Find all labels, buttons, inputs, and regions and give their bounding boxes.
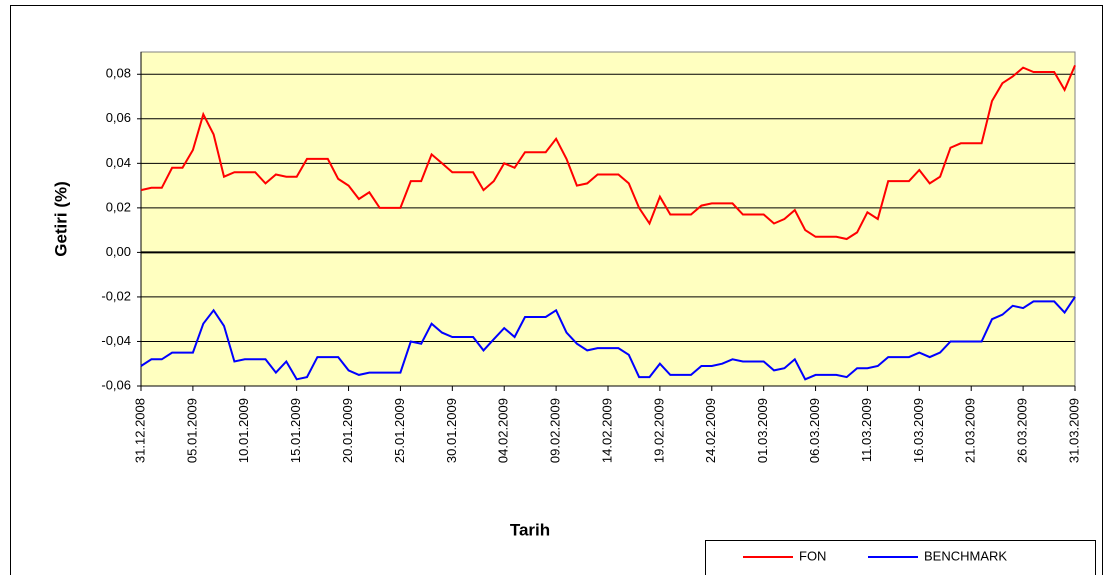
x-tick-label: 30.01.2009 bbox=[444, 398, 459, 463]
x-tick-label: 26.03.2009 bbox=[1015, 398, 1030, 463]
y-tick-label: -0,06 bbox=[101, 377, 131, 392]
x-tick-label: 25.01.2009 bbox=[392, 398, 407, 463]
legend-label: FON bbox=[799, 548, 826, 563]
x-tick-label: 09.02.2009 bbox=[548, 398, 563, 463]
y-tick-label: 0,00 bbox=[106, 244, 131, 259]
x-tick-label: 14.02.2009 bbox=[599, 398, 614, 463]
series-line bbox=[140, 296, 1076, 381]
x-tick-label: 20.01.2009 bbox=[340, 398, 355, 463]
x-tick-label: 11.03.2009 bbox=[859, 398, 874, 462]
x-tick-label: 31.03.2009 bbox=[1066, 398, 1081, 463]
y-tick-label: 0,06 bbox=[106, 110, 131, 125]
x-tick-label: 19.02.2009 bbox=[651, 398, 666, 463]
y-tick-label: -0,02 bbox=[101, 288, 131, 303]
x-tick-label: 21.03.2009 bbox=[963, 398, 978, 463]
x-axis-title: Tarih bbox=[510, 520, 550, 539]
y-tick-label: 0,08 bbox=[106, 66, 131, 81]
x-tick-label: 24.02.2009 bbox=[703, 398, 718, 463]
x-tick-label: 06.03.2009 bbox=[807, 398, 822, 463]
x-tick-label: 01.03.2009 bbox=[755, 398, 770, 463]
x-tick-label: 10.01.2009 bbox=[236, 398, 251, 463]
y-tick-label: 0,02 bbox=[106, 199, 131, 214]
x-tick-label: 15.01.2009 bbox=[288, 398, 303, 463]
x-tick-label: 31.12.2008 bbox=[132, 398, 147, 463]
series-line bbox=[140, 65, 1076, 241]
y-tick-label: -0,04 bbox=[101, 333, 131, 348]
plot-area bbox=[140, 51, 1076, 387]
legend-label: BENCHMARK bbox=[924, 548, 1007, 563]
x-tick-label: 04.02.2009 bbox=[496, 398, 511, 463]
x-tick-label: 05.01.2009 bbox=[184, 398, 199, 463]
y-axis-title: Getiri (%) bbox=[51, 181, 70, 257]
y-tick-label: 0,04 bbox=[106, 155, 131, 170]
x-tick-label: 16.03.2009 bbox=[911, 398, 926, 463]
